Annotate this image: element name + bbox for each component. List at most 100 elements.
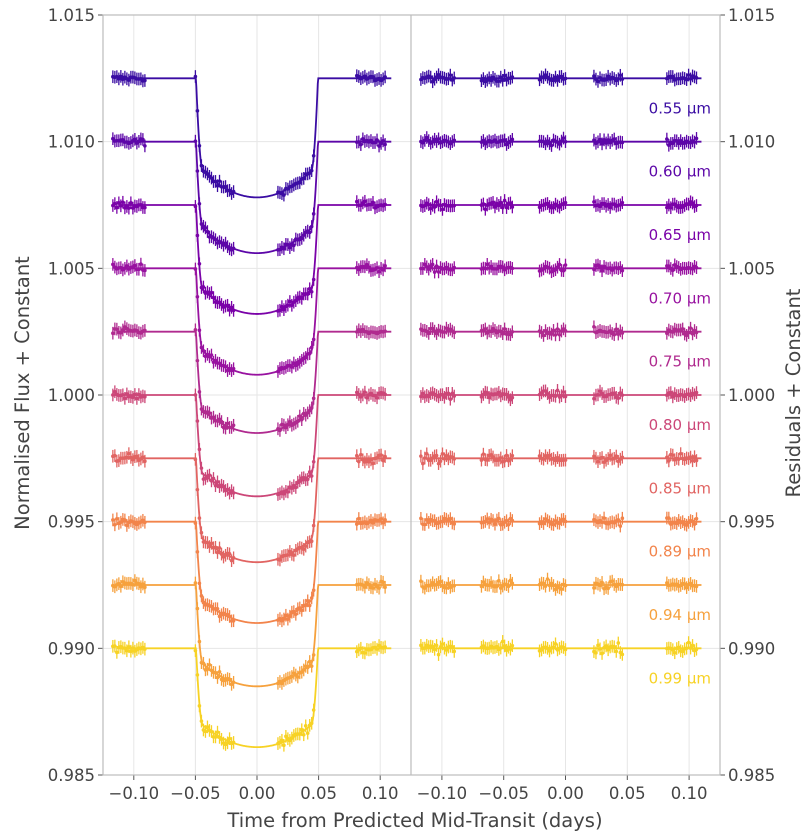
data-point	[209, 541, 214, 546]
wavelength-label: 0.60 μm	[649, 163, 711, 181]
data-point	[620, 455, 625, 460]
data-point	[551, 78, 556, 83]
model-curve	[119, 267, 392, 376]
data-point	[375, 456, 379, 460]
data-point	[438, 459, 443, 463]
data-point	[282, 193, 286, 197]
data-point	[131, 582, 135, 587]
data-point	[670, 74, 675, 79]
data-point	[502, 644, 507, 648]
y-tick-label-right: 1.015	[728, 6, 775, 25]
data-point	[440, 207, 445, 212]
y-axis-label-left: Normalised Flux + Constant	[11, 256, 34, 530]
data-point	[297, 414, 302, 418]
wavelength-label: 0.99 μm	[649, 669, 711, 687]
data-point	[205, 667, 210, 672]
data-point	[307, 603, 312, 608]
data-point	[203, 476, 208, 481]
data-point	[125, 392, 129, 396]
data-point	[541, 581, 546, 586]
data-point	[209, 290, 214, 295]
data-point	[485, 262, 490, 267]
data-point	[553, 394, 558, 399]
data-point	[423, 138, 427, 143]
data-point	[223, 184, 228, 189]
data-point	[612, 456, 617, 461]
data-point	[213, 179, 218, 184]
data-point	[117, 77, 121, 81]
data-point	[195, 550, 200, 554]
data-point	[377, 586, 381, 590]
data-point	[612, 644, 617, 649]
data-point	[452, 138, 457, 143]
data-point	[498, 329, 503, 334]
data-point	[426, 267, 431, 271]
data-point	[510, 75, 515, 79]
data-point	[606, 138, 610, 142]
data-point	[452, 457, 457, 461]
data-point	[305, 477, 310, 482]
data-point	[436, 72, 441, 77]
data-point	[195, 487, 200, 492]
data-point	[452, 203, 457, 208]
data-point	[450, 645, 455, 649]
data-point	[694, 76, 699, 80]
data-point	[608, 453, 612, 458]
data-point	[602, 516, 606, 520]
data-point	[497, 578, 501, 583]
data-point	[680, 649, 685, 654]
data-point	[227, 491, 232, 495]
data-point	[541, 267, 546, 271]
data-point	[598, 137, 602, 142]
data-point	[543, 584, 548, 588]
data-point	[485, 390, 490, 395]
data-point	[596, 459, 600, 464]
data-point	[497, 79, 501, 83]
data-point	[227, 677, 232, 682]
data-point	[500, 331, 505, 336]
y-tick-label-left: 0.995	[48, 513, 95, 532]
data-point	[498, 75, 503, 79]
data-point	[199, 719, 204, 723]
data-point	[363, 651, 367, 655]
data-point	[539, 648, 544, 652]
data-point	[282, 246, 286, 251]
data-point	[561, 268, 566, 273]
data-point	[129, 200, 133, 205]
data-point	[113, 644, 117, 648]
data-point	[541, 521, 546, 526]
data-point	[428, 583, 433, 587]
data-point	[143, 205, 147, 210]
data-point	[231, 680, 236, 685]
data-point	[665, 331, 669, 336]
data-point	[219, 552, 224, 556]
data-point	[438, 203, 443, 208]
data-point	[510, 329, 515, 334]
data-point	[557, 142, 562, 146]
data-point	[209, 604, 214, 609]
data-point	[537, 454, 542, 458]
data-point	[444, 453, 449, 458]
data-point	[563, 139, 568, 144]
data-point	[616, 517, 621, 522]
model-curve	[119, 394, 392, 498]
data-point	[506, 522, 511, 527]
data-point	[221, 484, 226, 489]
data-point	[421, 391, 425, 396]
data-point	[602, 138, 606, 142]
data-point	[303, 603, 308, 608]
data-marks	[111, 68, 702, 752]
data-point	[563, 76, 568, 81]
data-point	[604, 77, 608, 82]
data-point	[135, 454, 139, 459]
data-point	[231, 556, 236, 560]
data-point	[292, 243, 296, 248]
data-point	[541, 75, 546, 80]
data-point	[618, 265, 623, 270]
data-point	[119, 204, 123, 208]
data-point	[297, 180, 302, 185]
data-point	[419, 643, 423, 648]
data-point	[209, 353, 214, 357]
data-point	[690, 519, 695, 524]
data-point	[201, 348, 206, 353]
